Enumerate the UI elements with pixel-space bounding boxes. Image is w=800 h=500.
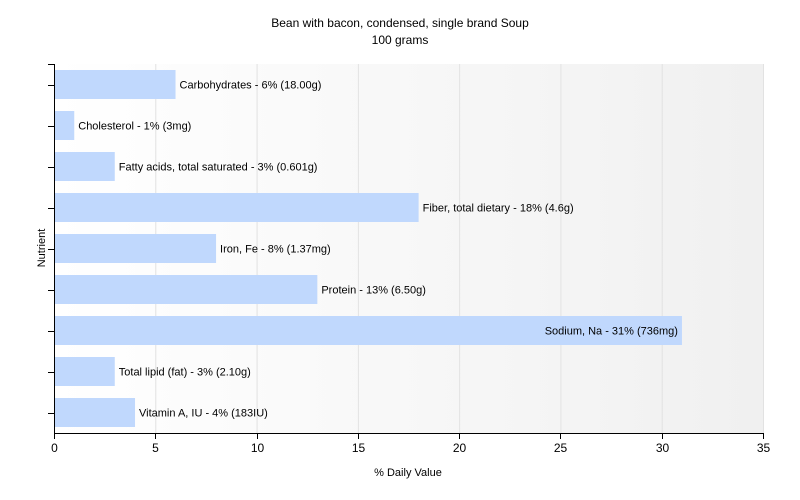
bar bbox=[54, 70, 176, 99]
bar bbox=[54, 316, 682, 345]
chart-title: Bean with bacon, condensed, single brand… bbox=[271, 16, 529, 30]
chart-subtitle: 100 grams bbox=[372, 33, 429, 47]
bar bbox=[54, 357, 115, 386]
bar-label: Fiber, total dietary - 18% (4.6g) bbox=[423, 203, 574, 215]
bar bbox=[54, 398, 136, 427]
bar-label: Sodium, Na - 31% (736mg) bbox=[545, 326, 678, 338]
bar-label: Carbohydrates - 6% (18.00g) bbox=[180, 80, 322, 92]
bars: Carbohydrates - 6% (18.00g) Cholesterol -… bbox=[54, 70, 682, 427]
x-tick-label: 0 bbox=[51, 441, 58, 455]
x-tick-label: 30 bbox=[656, 441, 670, 455]
gridlines bbox=[155, 64, 764, 433]
bar bbox=[54, 275, 318, 304]
bar-label: Iron, Fe - 8% (1.37mg) bbox=[220, 244, 331, 256]
x-tick-label: 5 bbox=[152, 441, 159, 455]
bar bbox=[54, 193, 419, 222]
bar-label: Protein - 13% (6.50g) bbox=[321, 285, 426, 297]
x-tick-label: 35 bbox=[757, 441, 771, 455]
bar-label: Fatty acids, total saturated - 3% (0.601… bbox=[119, 162, 318, 174]
bar bbox=[54, 234, 217, 263]
bar bbox=[54, 111, 75, 140]
x-tick-label: 20 bbox=[453, 441, 467, 455]
x-tick-label: 15 bbox=[352, 441, 366, 455]
bar-label: Vitamin A, IU - 4% (183IU) bbox=[139, 408, 268, 420]
x-tick-label: 10 bbox=[251, 441, 265, 455]
bar-label: Cholesterol - 1% (3mg) bbox=[78, 121, 191, 133]
axes: 0 5 10 15 20 25 30 35 bbox=[48, 64, 770, 455]
x-tick-label: 25 bbox=[554, 441, 568, 455]
x-axis-title: % Daily Value bbox=[374, 467, 442, 479]
y-axis-title: Nutrient bbox=[36, 229, 48, 268]
bar-label: Total lipid (fat) - 3% (2.10g) bbox=[119, 367, 251, 379]
bar bbox=[54, 152, 115, 181]
